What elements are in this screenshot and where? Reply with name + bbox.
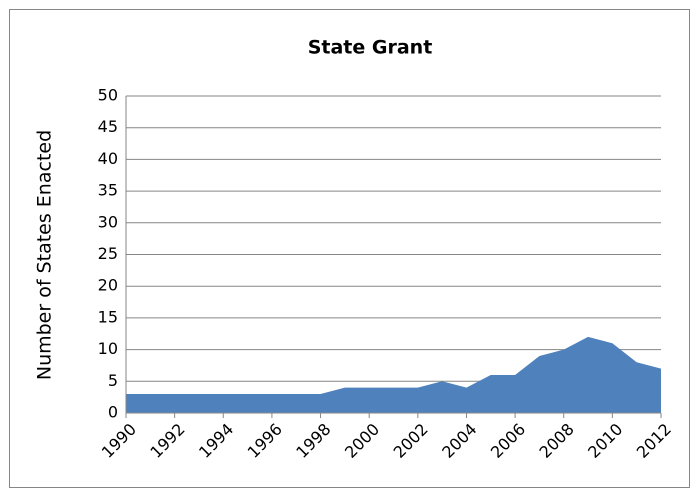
chart-title: State Grant (308, 37, 433, 59)
y-tick-label: 5 (108, 371, 118, 390)
y-tick-label: 35 (98, 181, 118, 200)
y-tick-label: 10 (98, 339, 118, 358)
y-tick-label: 45 (98, 117, 118, 136)
y-tick-label: 50 (98, 86, 118, 105)
y-axis-label: Number of States Enacted (34, 130, 56, 380)
y-tick-label: 15 (98, 307, 118, 326)
area (126, 336, 661, 413)
y-tick-label: 40 (98, 149, 118, 168)
y-tick-label: 20 (98, 276, 118, 295)
y-tick-label: 25 (98, 244, 118, 263)
y-tick-label: 0 (108, 403, 118, 422)
y-tick-label: 30 (98, 212, 118, 231)
